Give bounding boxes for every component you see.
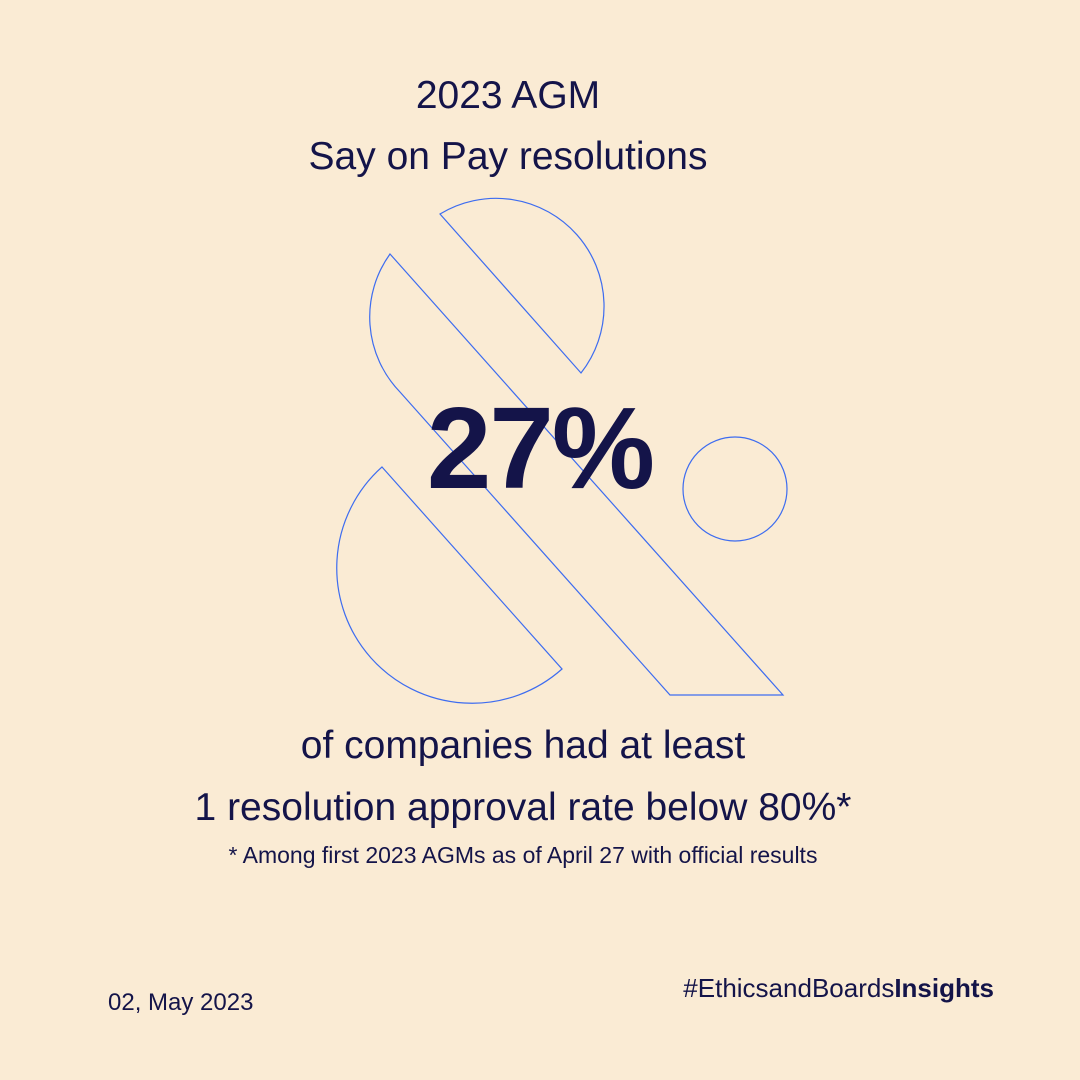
headline-percentage: 27%	[426, 383, 655, 513]
top-half-circle-shape	[439, 197, 605, 374]
hashtag-bold: Insights	[894, 973, 994, 1003]
caption-line-2: 1 resolution approval rate below 80%*	[194, 786, 852, 829]
bottom-half-circle-shape	[336, 466, 563, 704]
diagonal-stroke-shape	[369, 253, 785, 696]
caption-line-1: of companies had at least	[300, 724, 746, 767]
title-line-2: Say on Pay resolutions	[308, 135, 708, 178]
footnote: * Among first 2023 AGMs as of April 27 w…	[228, 842, 818, 868]
title-line-1: 2023 AGM	[415, 74, 601, 117]
publish-date: 02, May 2023	[108, 989, 254, 1016]
small-circle-shape	[682, 436, 788, 542]
hashtag: #EthicsandBoardsInsights	[683, 973, 994, 1003]
hashtag-regular: #EthicsandBoards	[683, 973, 895, 1003]
